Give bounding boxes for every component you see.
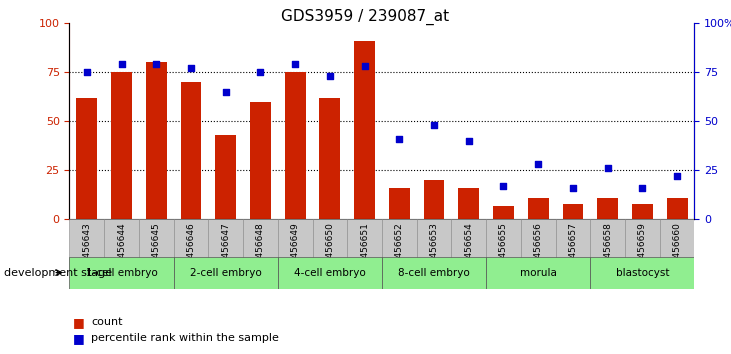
Text: blastocyst: blastocyst: [616, 268, 669, 278]
Bar: [382, 219, 417, 278]
Bar: [347, 219, 382, 278]
Text: GSM456650: GSM456650: [325, 222, 334, 277]
Bar: [69, 219, 104, 278]
Point: [567, 185, 579, 191]
Bar: [111, 72, 132, 219]
Bar: [486, 219, 520, 278]
Bar: [528, 198, 548, 219]
Bar: [423, 180, 444, 219]
Text: 8-cell embryo: 8-cell embryo: [398, 268, 470, 278]
Bar: [354, 41, 375, 219]
Point: [254, 69, 266, 75]
Text: 4-cell embryo: 4-cell embryo: [294, 268, 366, 278]
Text: GSM456649: GSM456649: [291, 222, 300, 277]
Bar: [173, 219, 208, 278]
Text: GSM456653: GSM456653: [430, 222, 439, 277]
Bar: [667, 198, 687, 219]
Bar: [284, 72, 306, 219]
Text: GSM456646: GSM456646: [186, 222, 195, 277]
Point: [359, 63, 371, 69]
Bar: [590, 257, 694, 289]
Bar: [69, 257, 173, 289]
Bar: [250, 102, 270, 219]
Bar: [319, 98, 340, 219]
Bar: [458, 188, 479, 219]
Text: GSM456658: GSM456658: [603, 222, 612, 277]
Text: 2-cell embryo: 2-cell embryo: [190, 268, 262, 278]
Text: GSM456645: GSM456645: [152, 222, 161, 277]
Bar: [556, 219, 590, 278]
Point: [498, 183, 510, 189]
Text: development stage: development stage: [4, 268, 112, 278]
Bar: [215, 135, 236, 219]
Bar: [382, 257, 486, 289]
Text: GSM456643: GSM456643: [83, 222, 91, 277]
Bar: [278, 257, 382, 289]
Point: [602, 166, 613, 171]
Bar: [520, 219, 556, 278]
Bar: [77, 98, 97, 219]
Bar: [173, 257, 278, 289]
Point: [393, 136, 405, 142]
Text: GSM456654: GSM456654: [464, 222, 473, 277]
Point: [289, 62, 301, 67]
Bar: [181, 82, 201, 219]
Point: [637, 185, 648, 191]
Bar: [632, 204, 653, 219]
Point: [185, 65, 197, 71]
Bar: [104, 219, 139, 278]
Bar: [417, 219, 451, 278]
Bar: [208, 219, 243, 278]
Bar: [139, 219, 173, 278]
Point: [151, 62, 162, 67]
Text: GSM456644: GSM456644: [117, 222, 126, 277]
Text: GDS3959 / 239087_at: GDS3959 / 239087_at: [281, 9, 450, 25]
Text: percentile rank within the sample: percentile rank within the sample: [91, 333, 279, 343]
Text: 1-cell embryo: 1-cell embryo: [86, 268, 157, 278]
Bar: [312, 219, 347, 278]
Point: [324, 73, 336, 79]
Point: [428, 122, 440, 128]
Point: [220, 89, 232, 95]
Text: morula: morula: [520, 268, 556, 278]
Text: count: count: [91, 317, 123, 327]
Text: GSM456647: GSM456647: [221, 222, 230, 277]
Bar: [278, 219, 312, 278]
Point: [532, 162, 544, 167]
Bar: [659, 219, 694, 278]
Point: [671, 173, 683, 179]
Text: ■: ■: [73, 332, 85, 344]
Text: ■: ■: [73, 316, 85, 329]
Bar: [486, 257, 590, 289]
Bar: [389, 188, 409, 219]
Bar: [145, 62, 167, 219]
Bar: [243, 219, 278, 278]
Point: [115, 62, 127, 67]
Bar: [562, 204, 583, 219]
Bar: [493, 206, 514, 219]
Point: [81, 69, 93, 75]
Text: GSM456656: GSM456656: [534, 222, 542, 277]
Text: GSM456655: GSM456655: [499, 222, 508, 277]
Text: GSM456652: GSM456652: [395, 222, 404, 277]
Text: GSM456659: GSM456659: [638, 222, 647, 277]
Bar: [590, 219, 625, 278]
Bar: [451, 219, 486, 278]
Bar: [625, 219, 659, 278]
Bar: [597, 198, 618, 219]
Text: GSM456651: GSM456651: [360, 222, 369, 277]
Point: [463, 138, 474, 144]
Text: GSM456660: GSM456660: [673, 222, 681, 277]
Text: GSM456648: GSM456648: [256, 222, 265, 277]
Text: GSM456657: GSM456657: [569, 222, 577, 277]
